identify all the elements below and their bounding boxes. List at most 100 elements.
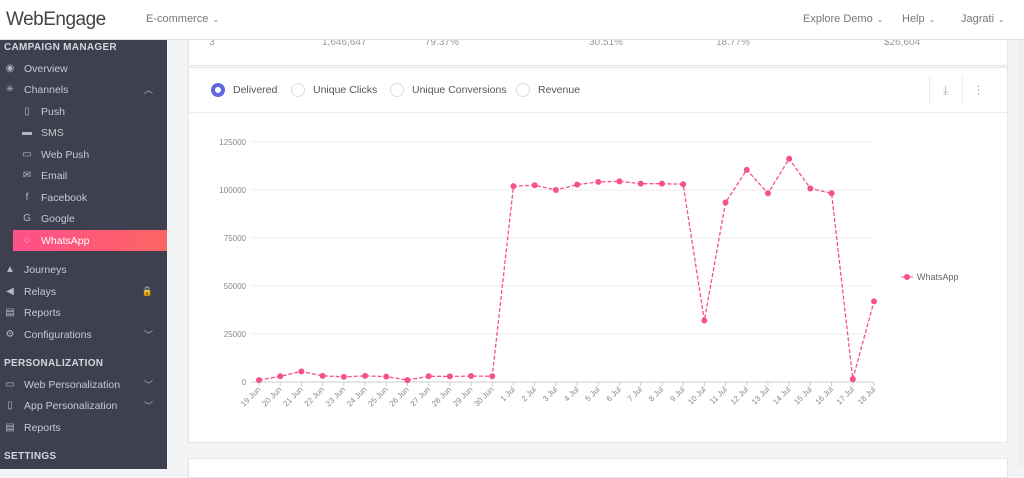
sms-icon: ▬ [22, 127, 32, 138]
sidebar-item-reports-label: Reports [24, 306, 61, 319]
radio-button[interactable] [516, 83, 530, 97]
data-point[interactable] [828, 190, 835, 197]
tab-unique-clicks[interactable]: Unique Clicks [291, 83, 377, 97]
data-point[interactable] [404, 377, 411, 384]
data-point[interactable] [425, 373, 432, 380]
sidebar-item-push[interactable]: ▯ Push [0, 101, 167, 122]
sidebar-item-sms[interactable]: ▬ SMS [0, 122, 167, 143]
section-settings: SETTINGS [4, 451, 57, 462]
help-dropdown[interactable]: Help ⌄ [902, 13, 935, 25]
chart-card: Delivered Unique Clicks Unique Conversions… [188, 67, 1008, 443]
sidebar-item-facebook[interactable]: f Facebook [0, 187, 167, 208]
facebook-icon: f [25, 192, 29, 203]
sidebar-item-sms-label: SMS [41, 126, 64, 139]
sidebar-item-relays-label: Relays [24, 285, 57, 298]
chevron-down-icon: ⌄ [998, 15, 1005, 24]
y-tick-label: 25000 [224, 330, 247, 339]
x-tick-label: 27 Jun [409, 385, 432, 408]
sidebar-item-configurations[interactable]: ⚙ Configurations ﹀ [0, 324, 167, 345]
sidebar-item-relays[interactable]: ◀ Relays 🔒 [0, 281, 167, 302]
eye-icon: ◉ [5, 63, 15, 74]
user-dropdown[interactable]: Jagrati ⌄ [961, 13, 1005, 25]
x-tick-label: 7 Jul [626, 385, 644, 403]
more-options-icon[interactable]: ⋮ [962, 76, 994, 104]
data-point[interactable] [786, 155, 793, 162]
webengage-logo[interactable]: WebEngage [6, 9, 106, 30]
data-point[interactable] [468, 373, 475, 380]
legend-label[interactable]: WhatsApp [917, 272, 959, 282]
project-label: E-commerce [146, 13, 209, 25]
data-point[interactable] [743, 166, 750, 173]
data-point[interactable] [574, 181, 581, 188]
section-personalization: PERSONALIZATION [4, 358, 104, 369]
data-point[interactable] [616, 178, 623, 185]
tab-delivered[interactable]: Delivered [211, 83, 277, 97]
sidebar-item-configurations-label: Configurations [24, 328, 92, 341]
sidebar-item-overview-label: Overview [24, 62, 68, 75]
data-point[interactable] [552, 187, 559, 193]
sidebar-item-journeys[interactable]: ▲ Journeys [0, 259, 167, 280]
x-tick-label: 30 Jun [472, 385, 495, 408]
legend-marker [904, 274, 910, 280]
data-point[interactable] [510, 183, 517, 190]
tab-label: Revenue [538, 84, 581, 96]
data-point[interactable] [446, 373, 453, 380]
data-point[interactable] [319, 372, 326, 379]
y-tick-label: 125000 [219, 138, 246, 147]
data-point[interactable] [849, 376, 856, 383]
radio-button[interactable] [390, 83, 404, 97]
y-tick-label: 100000 [219, 186, 246, 195]
web-push-icon: ▭ [22, 149, 32, 160]
sidebar-item-app-personalization[interactable]: ▯ App Personalization ﹀ [0, 395, 167, 416]
x-tick-label: 1 Jul [499, 385, 517, 403]
tab-unique-conversions[interactable]: Unique Conversions [390, 83, 507, 97]
chevron-up-icon: ︿ [143, 85, 153, 95]
report-icon: ▤ [5, 422, 15, 433]
data-point[interactable] [362, 372, 369, 379]
data-point[interactable] [722, 199, 729, 206]
sidebar-item-google[interactable]: G Google [0, 208, 167, 229]
project-dropdown[interactable]: E-commerce ⌄ [146, 13, 219, 25]
summary-cell: 79.37% [425, 37, 459, 48]
sidebar-item-channels[interactable]: ✳ Channels ︿ [0, 79, 167, 100]
data-point[interactable] [531, 182, 538, 189]
sidebar-item-overview[interactable]: ◉ Overview [0, 58, 167, 79]
data-point[interactable] [277, 373, 284, 380]
chevron-down-icon: ﹀ [143, 380, 153, 390]
download-icon[interactable]: ⤓ [929, 76, 961, 104]
data-point[interactable] [298, 368, 305, 375]
chevron-down-icon: ﹀ [143, 401, 153, 411]
web-personalization-icon: ▭ [5, 379, 15, 390]
data-point[interactable] [680, 181, 687, 188]
sidebar-item-email[interactable]: ✉ Email [0, 165, 167, 186]
explore-demo-dropdown[interactable]: Explore Demo ⌄ [803, 13, 883, 25]
megaphone-icon: ◀ [6, 286, 14, 297]
y-tick-label: 75000 [224, 234, 247, 243]
data-point[interactable] [637, 180, 644, 187]
data-point[interactable] [658, 180, 665, 187]
data-point[interactable] [340, 373, 347, 380]
page-scrollbar[interactable] [1018, 40, 1024, 469]
help-label: Help [902, 13, 925, 25]
chevron-down-icon: ⌄ [876, 15, 884, 24]
sidebar-item-personalization-reports[interactable]: ▤ Reports [0, 417, 167, 438]
app-personalization-icon: ▯ [7, 400, 13, 411]
sidebar-item-web-push[interactable]: ▭ Web Push [0, 144, 167, 165]
sidebar-item-web-push-label: Web Push [41, 148, 90, 161]
data-point[interactable] [489, 373, 496, 380]
data-point[interactable] [807, 185, 814, 192]
radio-button[interactable] [211, 83, 225, 97]
sidebar-item-reports[interactable]: ▤ Reports [0, 302, 167, 323]
data-point[interactable] [256, 377, 262, 384]
data-point[interactable] [383, 373, 390, 380]
chevron-down-icon: ﹀ [143, 330, 153, 340]
data-point[interactable] [871, 298, 877, 305]
data-point[interactable] [595, 178, 602, 185]
sidebar-item-whatsapp[interactable]: ◌ WhatsApp [13, 230, 167, 251]
radio-button[interactable] [291, 83, 305, 97]
sidebar-item-web-personalization[interactable]: ▭ Web Personalization ﹀ [0, 374, 167, 395]
tab-revenue[interactable]: Revenue [516, 83, 580, 97]
data-point[interactable] [764, 190, 771, 197]
data-point[interactable] [701, 317, 708, 324]
x-tick-label: 19 Jun [239, 385, 262, 408]
